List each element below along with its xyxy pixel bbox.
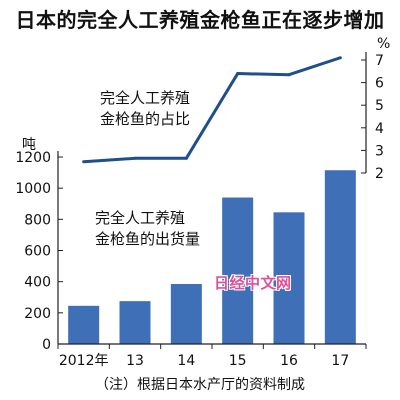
right-axis-unit: %	[377, 36, 391, 52]
shipment-bar-3	[222, 197, 254, 344]
watermark-logo: 日经中文网	[214, 274, 292, 292]
share-line-point-4	[287, 73, 291, 77]
left-axis-tick-label-0: 0	[42, 337, 51, 353]
shipment-bar-5	[324, 170, 356, 344]
right-axis-tick-label-1: 3	[375, 143, 384, 159]
left-axis-tick-label-1: 200	[24, 306, 51, 322]
shipment-bar-1	[119, 301, 151, 344]
shipment-series-label: 完全人工养殖 金枪鱼的出货量	[95, 208, 200, 250]
chart-title: 日本的完全人工养殖金枪鱼正在逐步增加	[15, 8, 385, 32]
source-note: （注）根据日本水产厅的资料制成	[95, 377, 305, 393]
left-axis-tick-label-2: 400	[24, 275, 51, 291]
share-series-label-line-1: 完全人工养殖	[100, 89, 191, 107]
right-axis-tick-label-3: 5	[375, 98, 384, 114]
shipment-series-label-line-1: 完全人工养殖	[95, 209, 186, 227]
shipment-series-label-line-2: 金枪鱼的出货量	[95, 230, 201, 248]
share-line-point-5	[338, 56, 342, 60]
share-line-point-1	[133, 156, 137, 160]
x-axis-tick-label-5: 17	[331, 353, 349, 369]
left-axis-unit: 吨	[22, 137, 36, 153]
right-axis-tick-label-2: 4	[375, 121, 384, 137]
x-axis-tick-label-1: 13	[126, 353, 144, 369]
x-axis-tick-label-4: 16	[280, 353, 298, 369]
share-line-path	[83, 56, 341, 164]
left-axis-tick-label-4: 800	[24, 212, 51, 228]
right-axis-tick-label-0: 2	[375, 166, 384, 182]
shipment-bar-4	[273, 212, 305, 344]
left-axis-tick-label-6: 1200	[15, 150, 51, 166]
left-axis-tick-label-3: 600	[24, 244, 51, 260]
share-series-label: 完全人工养殖 金枪鱼的占比	[100, 88, 190, 130]
share-series-label-line-2: 金枪鱼的占比	[100, 110, 191, 128]
share-line-point-3	[236, 72, 240, 76]
left-axis-tick-label-5: 1000	[15, 181, 51, 197]
x-axis-tick-label-2: 14	[177, 353, 195, 369]
right-axis-tick-label-4: 6	[375, 76, 384, 92]
x-axis-tick-label-3: 15	[229, 353, 247, 369]
shipment-bar-2	[170, 284, 202, 344]
share-line-point-0	[82, 160, 86, 164]
shipment-bar-0	[68, 305, 100, 344]
share-line-point-2	[184, 156, 188, 160]
x-axis-tick-label-0: 2012年	[59, 353, 109, 369]
right-axis-tick-label-5: 7	[375, 53, 384, 69]
